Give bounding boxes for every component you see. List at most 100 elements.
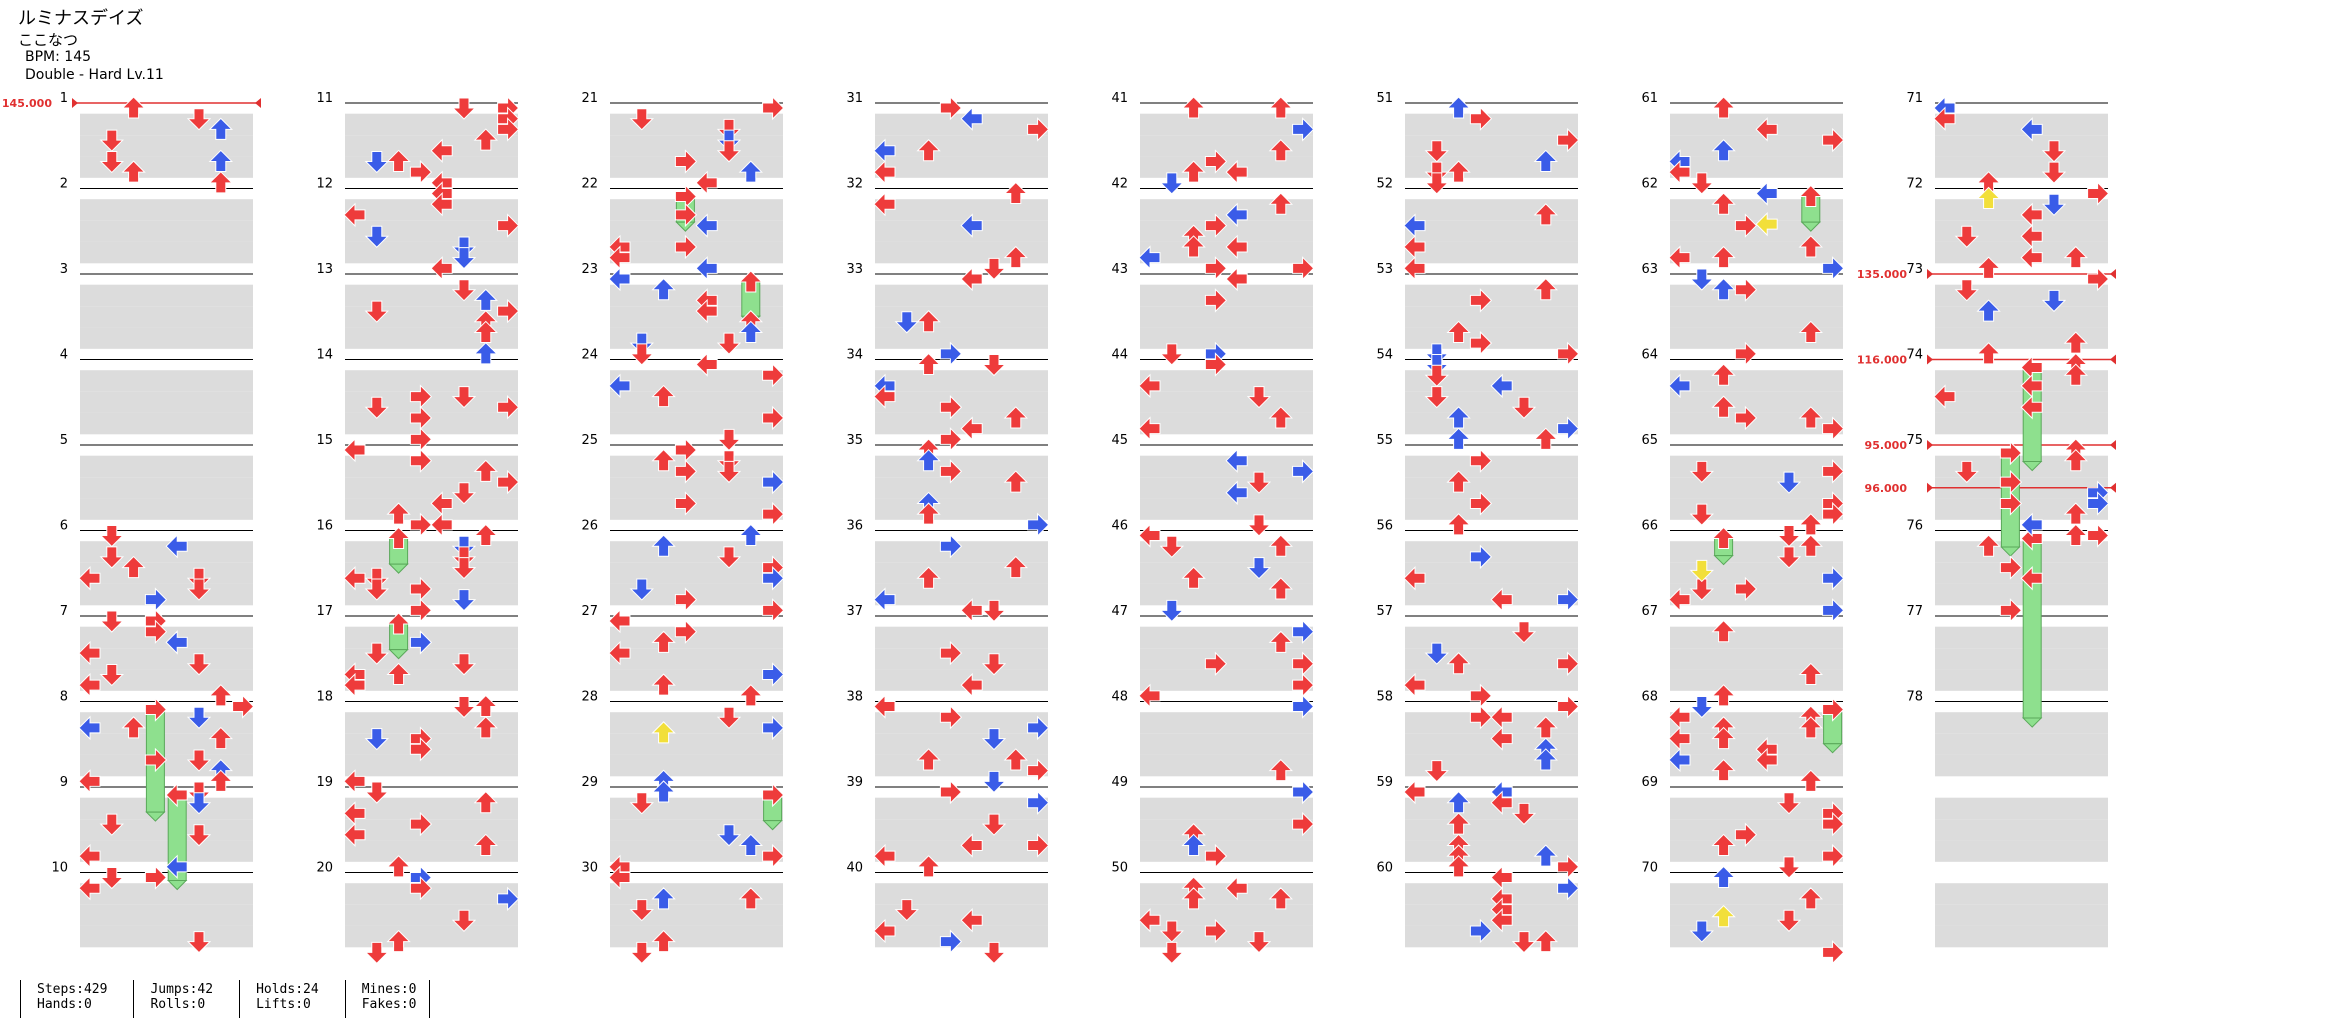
note-arrow-right bbox=[762, 715, 785, 741]
note-arrow-up bbox=[473, 128, 499, 151]
note-arrow-right bbox=[1557, 416, 1580, 441]
measure-stripe bbox=[80, 370, 253, 392]
note-arrow-down bbox=[629, 108, 655, 131]
note-arrow-down bbox=[1246, 386, 1272, 409]
note-arrow-up bbox=[738, 684, 764, 707]
note-arrow-left bbox=[1138, 245, 1161, 270]
hold-tail bbox=[388, 563, 409, 574]
measure-stripe bbox=[1935, 626, 2108, 649]
note-arrow-up bbox=[1976, 534, 2001, 557]
note-arrow-down bbox=[1511, 621, 1537, 644]
measure-stripe bbox=[80, 840, 253, 862]
note-arrow-right bbox=[1822, 697, 1845, 722]
note-arrow-left bbox=[1933, 384, 1956, 409]
measure-stripe bbox=[1405, 413, 1578, 435]
note-arrow-up bbox=[473, 459, 499, 482]
measure-stripe bbox=[875, 904, 1048, 926]
stat-group: Mines:0 Fakes:0 bbox=[344, 980, 430, 1018]
measure-number: 42 bbox=[1111, 177, 1128, 192]
measure-number: 46 bbox=[1111, 519, 1128, 534]
note-arrow-left bbox=[1668, 587, 1691, 612]
note-arrow-left bbox=[960, 598, 983, 623]
note-arrow-left bbox=[1933, 106, 1956, 131]
measure-number: 44 bbox=[1111, 348, 1128, 363]
measure-stripe bbox=[1935, 755, 2108, 777]
note-arrow-down bbox=[1776, 909, 1802, 932]
measure-stripe bbox=[1405, 904, 1578, 926]
note-arrow-up bbox=[1711, 139, 1736, 162]
note-arrow-up bbox=[916, 566, 941, 589]
note-arrow-down bbox=[451, 97, 477, 120]
measure-stripe bbox=[345, 733, 518, 755]
measure-number: 72 bbox=[1906, 177, 1923, 192]
measure-stripe bbox=[345, 883, 518, 905]
stat-holds: Holds:24 bbox=[256, 982, 319, 997]
measure-stripe bbox=[875, 199, 1048, 221]
measure-stripe bbox=[1935, 391, 2108, 413]
measure-stripe bbox=[1670, 477, 1843, 499]
note-arrow-left bbox=[695, 256, 718, 281]
note-arrow-left bbox=[608, 865, 631, 890]
measure-stripe bbox=[1140, 284, 1313, 307]
measure-stripe bbox=[1405, 584, 1578, 606]
note-arrow-down bbox=[1689, 172, 1715, 195]
note-arrow-down bbox=[2041, 193, 2067, 216]
note-arrow-up bbox=[1268, 630, 1294, 653]
note-arrow-right bbox=[409, 737, 433, 762]
note-arrow-left bbox=[430, 191, 453, 217]
note-arrow-left bbox=[78, 843, 101, 869]
note-arrow-down bbox=[716, 824, 742, 847]
note-arrow-down bbox=[1776, 856, 1802, 879]
note-arrow-down bbox=[451, 589, 477, 612]
measure-stripe bbox=[610, 626, 783, 649]
note-arrow-up bbox=[738, 523, 764, 546]
note-arrow-down bbox=[1776, 546, 1802, 569]
note-arrow-right bbox=[762, 566, 785, 591]
measure-stripe bbox=[610, 391, 783, 413]
hold-tail bbox=[2000, 546, 2021, 557]
measure-stripe bbox=[1140, 712, 1313, 734]
measure-stripe bbox=[1405, 819, 1578, 841]
note-arrow-up bbox=[1181, 96, 1206, 119]
measure-stripe bbox=[1935, 904, 2108, 926]
measure-number: 66 bbox=[1641, 519, 1658, 534]
measure-stripe bbox=[1935, 220, 2108, 242]
note-arrow-left bbox=[78, 769, 101, 794]
measure-stripe bbox=[1670, 391, 1843, 413]
measure-number: 34 bbox=[846, 348, 863, 363]
measure-stripe bbox=[80, 327, 253, 349]
note-arrow-left bbox=[1138, 373, 1161, 399]
note-arrow-right bbox=[762, 662, 785, 687]
note-arrow-up bbox=[916, 855, 941, 878]
note-arrow-left bbox=[1490, 587, 1513, 612]
note-arrow-down bbox=[1511, 396, 1537, 419]
note-arrow-left bbox=[1225, 875, 1248, 901]
note-arrow-right bbox=[1204, 288, 1228, 313]
note-arrow-down bbox=[186, 792, 212, 815]
measure-number: 69 bbox=[1641, 775, 1658, 790]
measure-stripe bbox=[80, 926, 253, 948]
measure-stripe bbox=[1670, 135, 1843, 157]
note-arrow-up bbox=[738, 887, 764, 910]
note-arrow-down bbox=[99, 663, 125, 687]
note-arrow-left bbox=[695, 298, 718, 324]
stat-group: Holds:24 Lifts:0 bbox=[239, 980, 345, 1018]
measure-stripe bbox=[1935, 926, 2108, 948]
measure-stripe bbox=[1140, 733, 1313, 755]
note-arrow-up bbox=[386, 855, 411, 878]
note-arrow-right bbox=[1822, 459, 1845, 484]
note-arrow-right bbox=[939, 95, 963, 121]
note-arrow-right bbox=[762, 362, 785, 388]
stat-group: Jumps:42 Rolls:0 bbox=[133, 980, 239, 1018]
note-arrow-right bbox=[1822, 598, 1845, 623]
stat-lifts: Lifts:0 bbox=[256, 997, 311, 1012]
measure-stripe bbox=[610, 669, 783, 691]
note-arrow-left bbox=[165, 533, 188, 559]
note-arrow-right bbox=[1469, 448, 1493, 473]
measure-stripe bbox=[1140, 391, 1313, 413]
measure-number: 41 bbox=[1111, 91, 1128, 106]
measure-number: 53 bbox=[1376, 262, 1393, 277]
measure-stripe bbox=[1935, 797, 2108, 820]
note-arrow-down bbox=[1511, 802, 1537, 826]
measure-number: 33 bbox=[846, 262, 863, 277]
